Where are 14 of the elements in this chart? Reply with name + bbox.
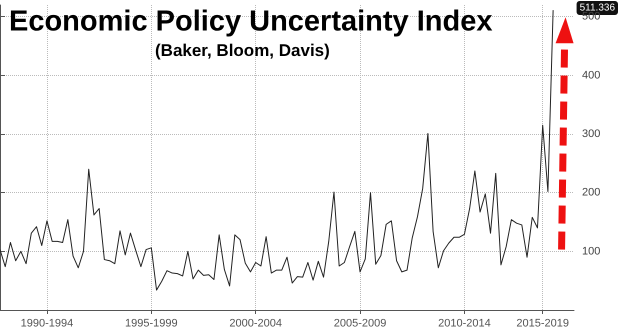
y-tick-label: 100 — [582, 245, 600, 258]
x-tick-label: 2015-2019 — [516, 318, 569, 329]
line-series — [0, 10, 554, 291]
x-tick-label: 2010-2014 — [438, 318, 491, 329]
y-tick-label: 400 — [582, 69, 600, 82]
text: (Baker, Bloom, Davis) — [155, 41, 330, 60]
x-tick-label: 1990-1994 — [20, 318, 74, 329]
chart-title: Economic Policy Uncertainty Index — [9, 6, 492, 38]
y-tick-label: 300 — [582, 128, 600, 140]
x-tick-label: 1995-1999 — [125, 318, 178, 329]
x-tick-label: 2005-2009 — [334, 318, 386, 329]
y-tick-label: 200 — [582, 186, 600, 199]
text: 511.336 — [580, 2, 616, 14]
x-tick-label: 2000-2004 — [229, 318, 282, 329]
